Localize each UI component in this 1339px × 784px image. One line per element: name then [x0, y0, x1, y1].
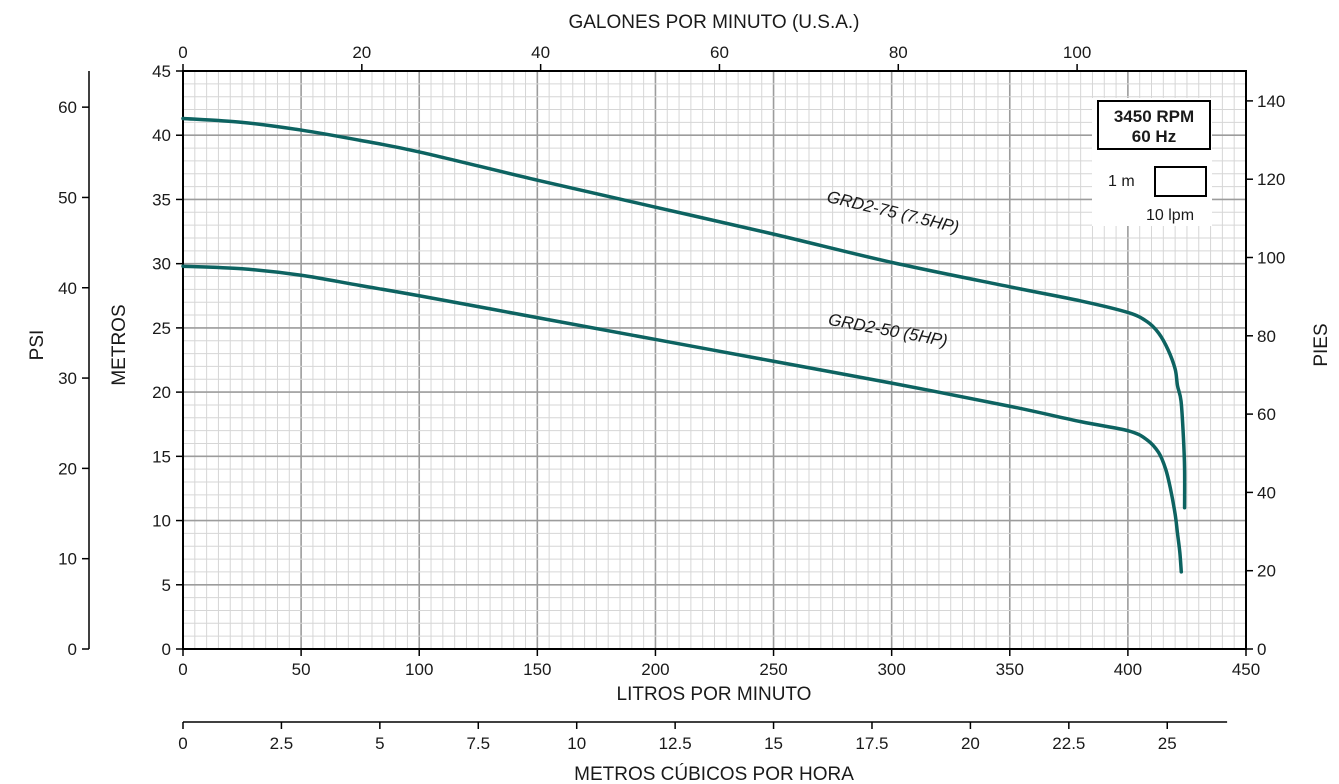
- ft-tick-label: 60: [1257, 405, 1276, 424]
- psi-tick-label: 50: [58, 188, 77, 207]
- legend-title-line1: 3450 RPM: [1114, 107, 1194, 126]
- psi-tick-label: 30: [58, 369, 77, 388]
- legend-scale-box: [1154, 166, 1207, 197]
- ft-tick-label: 80: [1257, 327, 1276, 346]
- y-tick-label: 0: [162, 640, 171, 659]
- x-tick-label: 0: [178, 660, 187, 679]
- ft-tick-label: 40: [1257, 483, 1276, 502]
- ft-tick-label: 140: [1257, 92, 1285, 111]
- x-axis-title: LITROS POR MINUTO: [617, 684, 812, 705]
- series-line: [181, 264, 1184, 574]
- axes: 0 50 100 150 200 250 300 350 400 4500510152025303…: [58, 43, 1285, 753]
- ft-tick-label: 20: [1257, 562, 1276, 581]
- top-tick-label: 80: [889, 43, 908, 62]
- top-tick-label: 60: [710, 43, 729, 62]
- bottom2-tick-label: 22.5: [1052, 734, 1085, 753]
- ft-tick-label: 0: [1257, 640, 1266, 659]
- bottom2-tick-label: 5: [375, 734, 384, 753]
- plot-frame: [182, 70, 1247, 650]
- x-tick-label: 150: [523, 660, 551, 679]
- y-tick-label: 20: [152, 383, 171, 402]
- top-axis-title: GALONES POR MINUTO (U.S.A.): [568, 12, 859, 33]
- bottom2-tick-label: 10: [567, 734, 586, 753]
- right-axis-title: PIES: [1311, 323, 1332, 366]
- x-tick-label: 450: [1232, 660, 1260, 679]
- bottom-axis2-title: METROS CÚBICOS POR HORA: [574, 763, 854, 784]
- series-label: GRD2-50 (5HP): [827, 310, 949, 351]
- y-tick-label: 40: [152, 126, 171, 145]
- psi-tick-label: 10: [58, 550, 77, 569]
- legend-scale-y-label: 1 m: [1108, 173, 1135, 190]
- x-tick-label: 50: [292, 660, 311, 679]
- bottom2-tick-label: 7.5: [466, 734, 490, 753]
- legend: 3450 RPM 60 Hz 1 m 10 lpm: [1092, 98, 1212, 226]
- top-tick-label: 100: [1063, 43, 1091, 62]
- x-tick-label: 350: [996, 660, 1024, 679]
- legend-title-box: [1097, 100, 1211, 150]
- psi-tick-label: 0: [68, 640, 77, 659]
- y-tick-label: 10: [152, 512, 171, 531]
- ft-tick-label: 120: [1257, 170, 1285, 189]
- bottom2-tick-label: 2.5: [270, 734, 294, 753]
- bottom2-tick-label: 0: [178, 734, 187, 753]
- y-tick-label: 15: [152, 447, 171, 466]
- psi-tick-label: 20: [58, 459, 77, 478]
- y-tick-label: 5: [162, 576, 171, 595]
- x-tick-label: 250: [759, 660, 787, 679]
- bottom2-tick-label: 17.5: [855, 734, 888, 753]
- y-tick-label: 45: [152, 62, 171, 81]
- left-axis2-title: PSI: [27, 330, 48, 361]
- top-tick-label: 0: [178, 43, 187, 62]
- bottom2-tick-label: 12.5: [659, 734, 692, 753]
- x-tick-label: 200: [641, 660, 669, 679]
- top-tick-label: 20: [352, 43, 371, 62]
- ft-tick-label: 100: [1257, 249, 1285, 268]
- bottom2-tick-label: 20: [961, 734, 980, 753]
- psi-tick-label: 40: [58, 279, 77, 298]
- legend-title-line2: 60 Hz: [1132, 127, 1176, 146]
- bottom2-tick-label: 15: [764, 734, 783, 753]
- y-tick-label: 35: [152, 190, 171, 209]
- top-tick-label: 40: [531, 43, 550, 62]
- y-tick-label: 25: [152, 319, 171, 338]
- x-tick-label: 300: [877, 660, 905, 679]
- x-tick-label: 400: [1114, 660, 1142, 679]
- x-tick-label: 100: [405, 660, 433, 679]
- series-line: [181, 116, 1187, 510]
- y-axis-title: METROS: [109, 304, 130, 385]
- bottom2-tick-label: 25: [1158, 734, 1177, 753]
- legend-scale-x-label: 10 lpm: [1146, 207, 1194, 224]
- grid: [182, 70, 1247, 650]
- psi-tick-label: 60: [58, 98, 77, 117]
- y-tick-label: 30: [152, 255, 171, 274]
